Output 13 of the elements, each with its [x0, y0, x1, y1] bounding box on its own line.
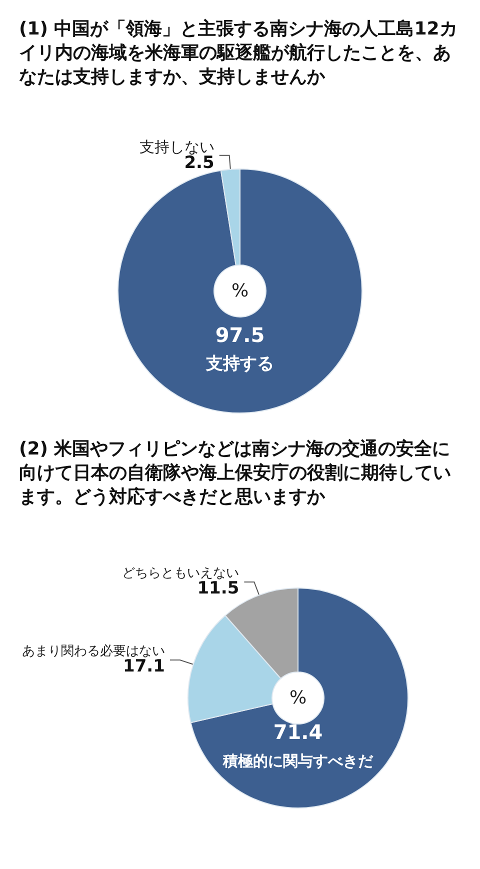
text: %	[289, 688, 307, 708]
slice-label: どちらともいえない	[122, 566, 240, 582]
slice-label: 支持しない	[139, 138, 214, 156]
chart-title: (1) 中国が「領海」と主張する南シナ海の人工島12カイリ内の海域を米海軍の駆逐艦が航行したことを、あなたは支持しますか、支持しませんか	[19, 18, 458, 88]
chart-title: (2) 米国やフィリピンなどは南シナ海の交通の安全に向けて日本の自衛隊や海上保安庁の役割に期待しています。どう対応すべきだと思いますか	[19, 438, 451, 508]
data-label: 71.4	[273, 720, 323, 744]
data-label: 17.1	[122, 656, 165, 677]
text: %	[231, 280, 249, 302]
slice-label: 支持する	[205, 354, 274, 374]
slice-label: 積極的に関与すべきだ	[222, 752, 374, 770]
slice-label: あまり関わる必要はない	[22, 644, 165, 660]
data-label: 11.5	[197, 578, 240, 599]
data-label: 97.5	[215, 323, 265, 347]
